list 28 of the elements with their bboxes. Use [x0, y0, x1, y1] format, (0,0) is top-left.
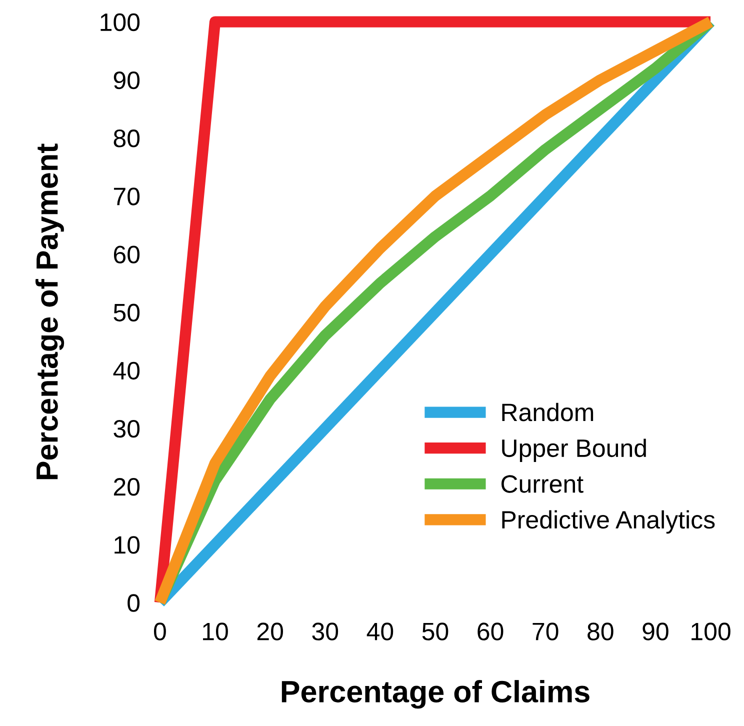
x-tick-label: 70: [532, 622, 558, 640]
x-tick-label: 20: [257, 622, 283, 640]
x-tick-label: 80: [588, 622, 614, 640]
x-tick-label: 0: [154, 622, 166, 640]
y-tick-label: 60: [114, 246, 140, 264]
x-tick-label: 30: [312, 622, 338, 640]
y-tick-label: 100: [100, 13, 140, 32]
x-tick-label: 90: [642, 622, 668, 640]
y-tick-label: 0: [128, 594, 140, 612]
y-tick-label: 20: [114, 478, 140, 496]
y-tick-label: 40: [113, 362, 140, 380]
x-axis-title: Percentage of Claims: [282, 680, 590, 709]
x-tick-label: 60: [478, 622, 504, 640]
x-tick-label: 50: [422, 622, 448, 640]
y-tick-label: 50: [114, 304, 140, 322]
y-tick-label: 10: [114, 536, 140, 554]
y-tick-label: 70: [114, 188, 140, 206]
x-tick-label: 100: [692, 622, 730, 640]
legend-label: Current: [501, 475, 584, 493]
legend-label: Random: [502, 402, 594, 422]
legend-label: Upper Bound: [502, 438, 646, 462]
x-tick-label: 10: [203, 622, 228, 640]
y-tick-label: 80: [114, 130, 140, 148]
y-tick-label: 90: [114, 71, 140, 90]
legend-label: Predictive Analytics: [502, 510, 715, 534]
y-tick-label: 30: [114, 420, 140, 438]
x-tick-label: 40: [366, 622, 394, 640]
y-axis-title: Percentage of Payment: [35, 144, 64, 480]
